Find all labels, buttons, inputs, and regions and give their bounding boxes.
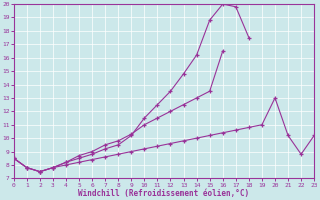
X-axis label: Windchill (Refroidissement éolien,°C): Windchill (Refroidissement éolien,°C)	[78, 189, 250, 198]
